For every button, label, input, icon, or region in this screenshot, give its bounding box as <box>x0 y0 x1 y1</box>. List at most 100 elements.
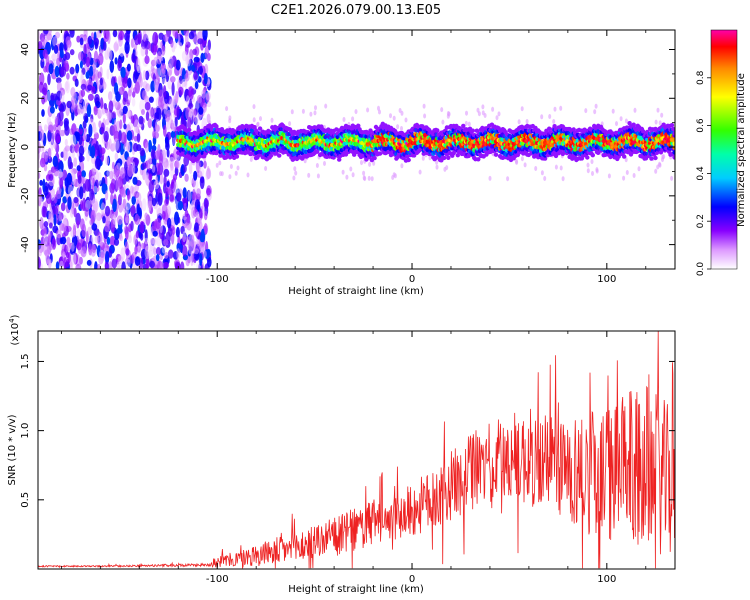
heat-cell <box>127 77 132 89</box>
heat-cell <box>672 136 675 141</box>
heat-cell <box>202 30 208 41</box>
heat-cell <box>164 162 170 169</box>
heat-cell <box>56 57 61 67</box>
heat-cell <box>670 175 674 181</box>
heat-cell <box>145 172 150 185</box>
heat-cell <box>196 94 203 104</box>
heat-cell <box>192 48 197 55</box>
heat-cell <box>88 243 93 256</box>
x-tick-label: 100 <box>597 574 616 585</box>
heat-cell <box>87 93 94 101</box>
heat-cell <box>192 109 197 122</box>
heat-cell <box>672 155 675 160</box>
heat-cell <box>102 41 107 51</box>
heat-cell <box>171 226 176 236</box>
heat-cell <box>145 160 151 170</box>
heat-cell <box>341 169 345 175</box>
heat-cell <box>252 125 257 130</box>
heat-cell <box>87 35 93 46</box>
heat-cell <box>138 231 143 239</box>
heat-cell <box>356 123 361 128</box>
heat-cell <box>672 141 675 146</box>
heat-cell <box>158 152 164 167</box>
x-tick-label: 0 <box>409 274 415 285</box>
heat-cell <box>94 261 98 269</box>
heat-cell <box>148 96 154 103</box>
heat-cell <box>559 105 563 111</box>
heat-cell <box>116 215 123 226</box>
heat-cell <box>50 190 55 202</box>
heat-cell <box>152 130 156 139</box>
heat-cell <box>90 168 97 176</box>
heat-cell <box>174 211 180 226</box>
heat-cell <box>97 263 101 269</box>
heat-cell <box>632 173 636 178</box>
heat-cell <box>130 185 134 194</box>
heat-cell <box>203 73 208 85</box>
heat-cell <box>669 123 675 128</box>
heat-cell <box>150 106 155 120</box>
heat-cell <box>288 121 292 127</box>
heat-cell <box>126 110 132 117</box>
heat-cell <box>586 162 590 168</box>
heat-cell <box>660 112 664 118</box>
heat-cell <box>372 160 376 166</box>
heat-cell <box>89 188 94 201</box>
heat-cell <box>377 151 383 156</box>
heat-cell <box>84 179 91 192</box>
heat-cell <box>82 197 87 211</box>
heat-cell <box>141 109 145 115</box>
heat-cell <box>218 160 222 166</box>
heat-cell <box>446 111 450 116</box>
heat-cell <box>548 114 552 119</box>
heat-cell <box>160 247 165 256</box>
heat-cell <box>60 89 65 104</box>
heat-cell <box>205 170 210 181</box>
heat-cell <box>418 169 422 175</box>
heat-cell <box>619 116 623 122</box>
heat-cell <box>167 188 174 196</box>
heat-cell <box>47 129 52 142</box>
heat-cell <box>127 235 132 244</box>
heat-cell <box>174 31 179 40</box>
heat-cell <box>184 72 190 82</box>
colorbar: 0.00.20.40.60.8 Normalized spectral ampl… <box>696 29 747 276</box>
heat-cell <box>60 66 67 77</box>
spectrogram-frame <box>37 29 676 270</box>
heat-cell <box>181 236 187 247</box>
heat-cell <box>93 106 98 116</box>
heat-cell <box>172 173 178 181</box>
heat-cell <box>156 235 162 248</box>
heat-cell <box>159 172 164 185</box>
heat-cell <box>187 116 192 130</box>
heat-cell <box>148 180 155 193</box>
heat-cell <box>97 109 102 119</box>
heat-cell <box>540 170 544 176</box>
colorbar-tick-label: 0.6 <box>696 118 706 133</box>
heat-cell <box>182 231 187 243</box>
snr-x-axis: -100 0 100 <box>60 331 647 585</box>
heat-cell <box>136 133 141 143</box>
heat-cell <box>179 42 183 49</box>
heat-cell <box>39 179 43 186</box>
heat-cell <box>571 127 576 132</box>
heat-cell <box>400 163 404 169</box>
heat-cell <box>97 53 104 66</box>
heat-cell <box>125 206 129 217</box>
heat-cell <box>178 86 184 96</box>
heat-cell <box>90 176 94 186</box>
heat-cell <box>184 32 189 46</box>
heat-cell <box>65 185 72 195</box>
heat-cell <box>149 260 156 269</box>
heat-cell <box>40 236 45 246</box>
heat-cell <box>202 154 207 159</box>
heat-cell <box>324 103 328 109</box>
heat-cell <box>67 196 72 211</box>
heat-cell <box>204 45 209 60</box>
heat-cell <box>83 131 87 142</box>
heat-cell <box>150 238 156 245</box>
heat-cell <box>98 120 102 129</box>
heat-cell <box>139 76 143 88</box>
heat-cell <box>117 194 122 206</box>
heat-cell <box>134 119 139 133</box>
